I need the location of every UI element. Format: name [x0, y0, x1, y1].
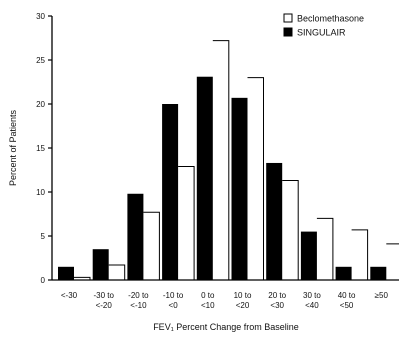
- legend: Beclomethasone SINGULAIR: [284, 14, 364, 38]
- x-tick-label: 20 to: [268, 291, 286, 300]
- x-tick-label: <50: [340, 301, 354, 310]
- bar-singulair: [336, 267, 352, 280]
- x-tick-label: -20 to: [128, 291, 149, 300]
- bar-singulair: [197, 77, 213, 280]
- y-axis-title: Percent of Patients: [8, 109, 18, 186]
- x-axis-title: FEV₁ Percent Change from Baseline: [153, 322, 299, 332]
- y-tick-label: 10: [36, 188, 45, 197]
- y-tick-label: 0: [41, 276, 46, 285]
- bar-singulair: [266, 163, 282, 280]
- x-tick-label: 40 to: [338, 291, 356, 300]
- legend-label: Beclomethasone: [297, 14, 364, 24]
- legend-swatch: [284, 28, 292, 36]
- x-tick-label: 0 to: [201, 291, 215, 300]
- bar-singulair: [127, 194, 143, 280]
- y-tick-label: 20: [36, 100, 45, 109]
- x-tick-label: ≥50: [375, 291, 389, 300]
- bar-beclomethasone: [178, 166, 194, 280]
- bar-singulair: [301, 232, 317, 280]
- bar-singulair: [232, 98, 248, 280]
- x-tick-label: <-30: [61, 291, 78, 300]
- x-tick-label: <-20: [96, 301, 113, 310]
- x-tick-label: <40: [305, 301, 319, 310]
- y-tick-label: 5: [41, 232, 46, 241]
- y-tick-label: 30: [36, 12, 45, 21]
- plot-area: 0 5 10 15 20 25 30 <-30 -30 to<-20 -20 to<-10 -10…: [36, 12, 399, 310]
- x-tick-label: <20: [236, 301, 250, 310]
- bar-singulair: [93, 249, 109, 280]
- y-tick-label: 25: [36, 56, 45, 65]
- bar-singulair: [58, 267, 74, 280]
- bar-singulair: [162, 104, 178, 280]
- x-tick-labels: <-30 -30 to<-20 -20 to<-10 -10 to<0 0 to<10 1…: [61, 291, 389, 310]
- x-tick-label: <0: [169, 301, 179, 310]
- x-tick-label: 10 to: [234, 291, 252, 300]
- x-tick-label: 30 to: [303, 291, 321, 300]
- bar-beclomethasone: [248, 78, 264, 280]
- x-tick-label: <-10: [130, 301, 147, 310]
- y-tick-label: 15: [36, 144, 45, 153]
- bar-beclomethasone: [143, 212, 159, 280]
- bar-beclomethasone: [282, 181, 298, 280]
- bar-beclomethasone: [213, 41, 229, 280]
- x-tick-label: <30: [270, 301, 284, 310]
- x-tick-label: -30 to: [93, 291, 114, 300]
- bar-beclomethasone: [317, 218, 333, 280]
- bars: [58, 41, 399, 280]
- legend-label: SINGULAIR: [297, 28, 346, 38]
- bar-singulair: [370, 267, 386, 280]
- y-ticks: 0 5 10 15 20 25 30: [36, 12, 52, 285]
- x-tick-label: -10 to: [163, 291, 184, 300]
- bar-beclomethasone: [386, 244, 399, 280]
- bar-beclomethasone: [109, 265, 125, 280]
- x-tick-label: <10: [201, 301, 215, 310]
- legend-swatch: [284, 14, 292, 22]
- bar-beclomethasone: [352, 230, 368, 280]
